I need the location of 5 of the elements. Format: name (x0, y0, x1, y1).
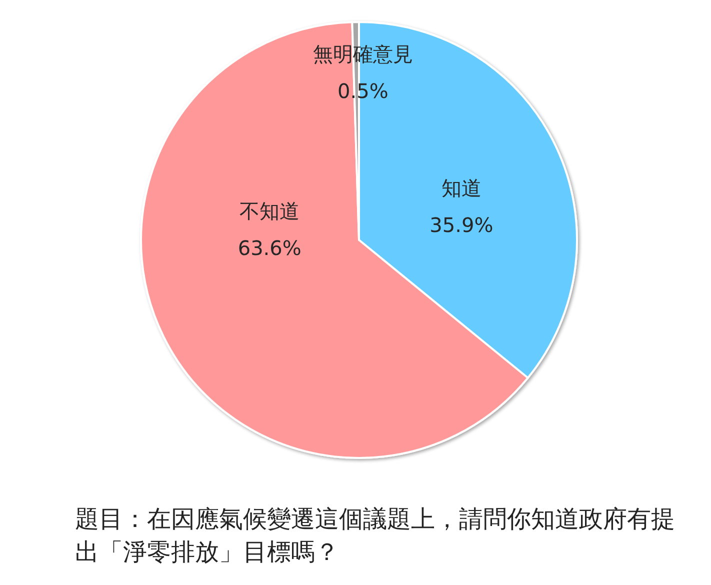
slice-label: 知道 (441, 176, 482, 200)
data-label: 63.6% (238, 236, 302, 260)
data-label: 35.9% (430, 213, 494, 238)
slice-label: 不知道 (240, 199, 300, 224)
text: 題目：在因應氣候變遷這個議題上，請問你知道政府有提出「淨零排放」目標嗎？ (75, 504, 675, 568)
